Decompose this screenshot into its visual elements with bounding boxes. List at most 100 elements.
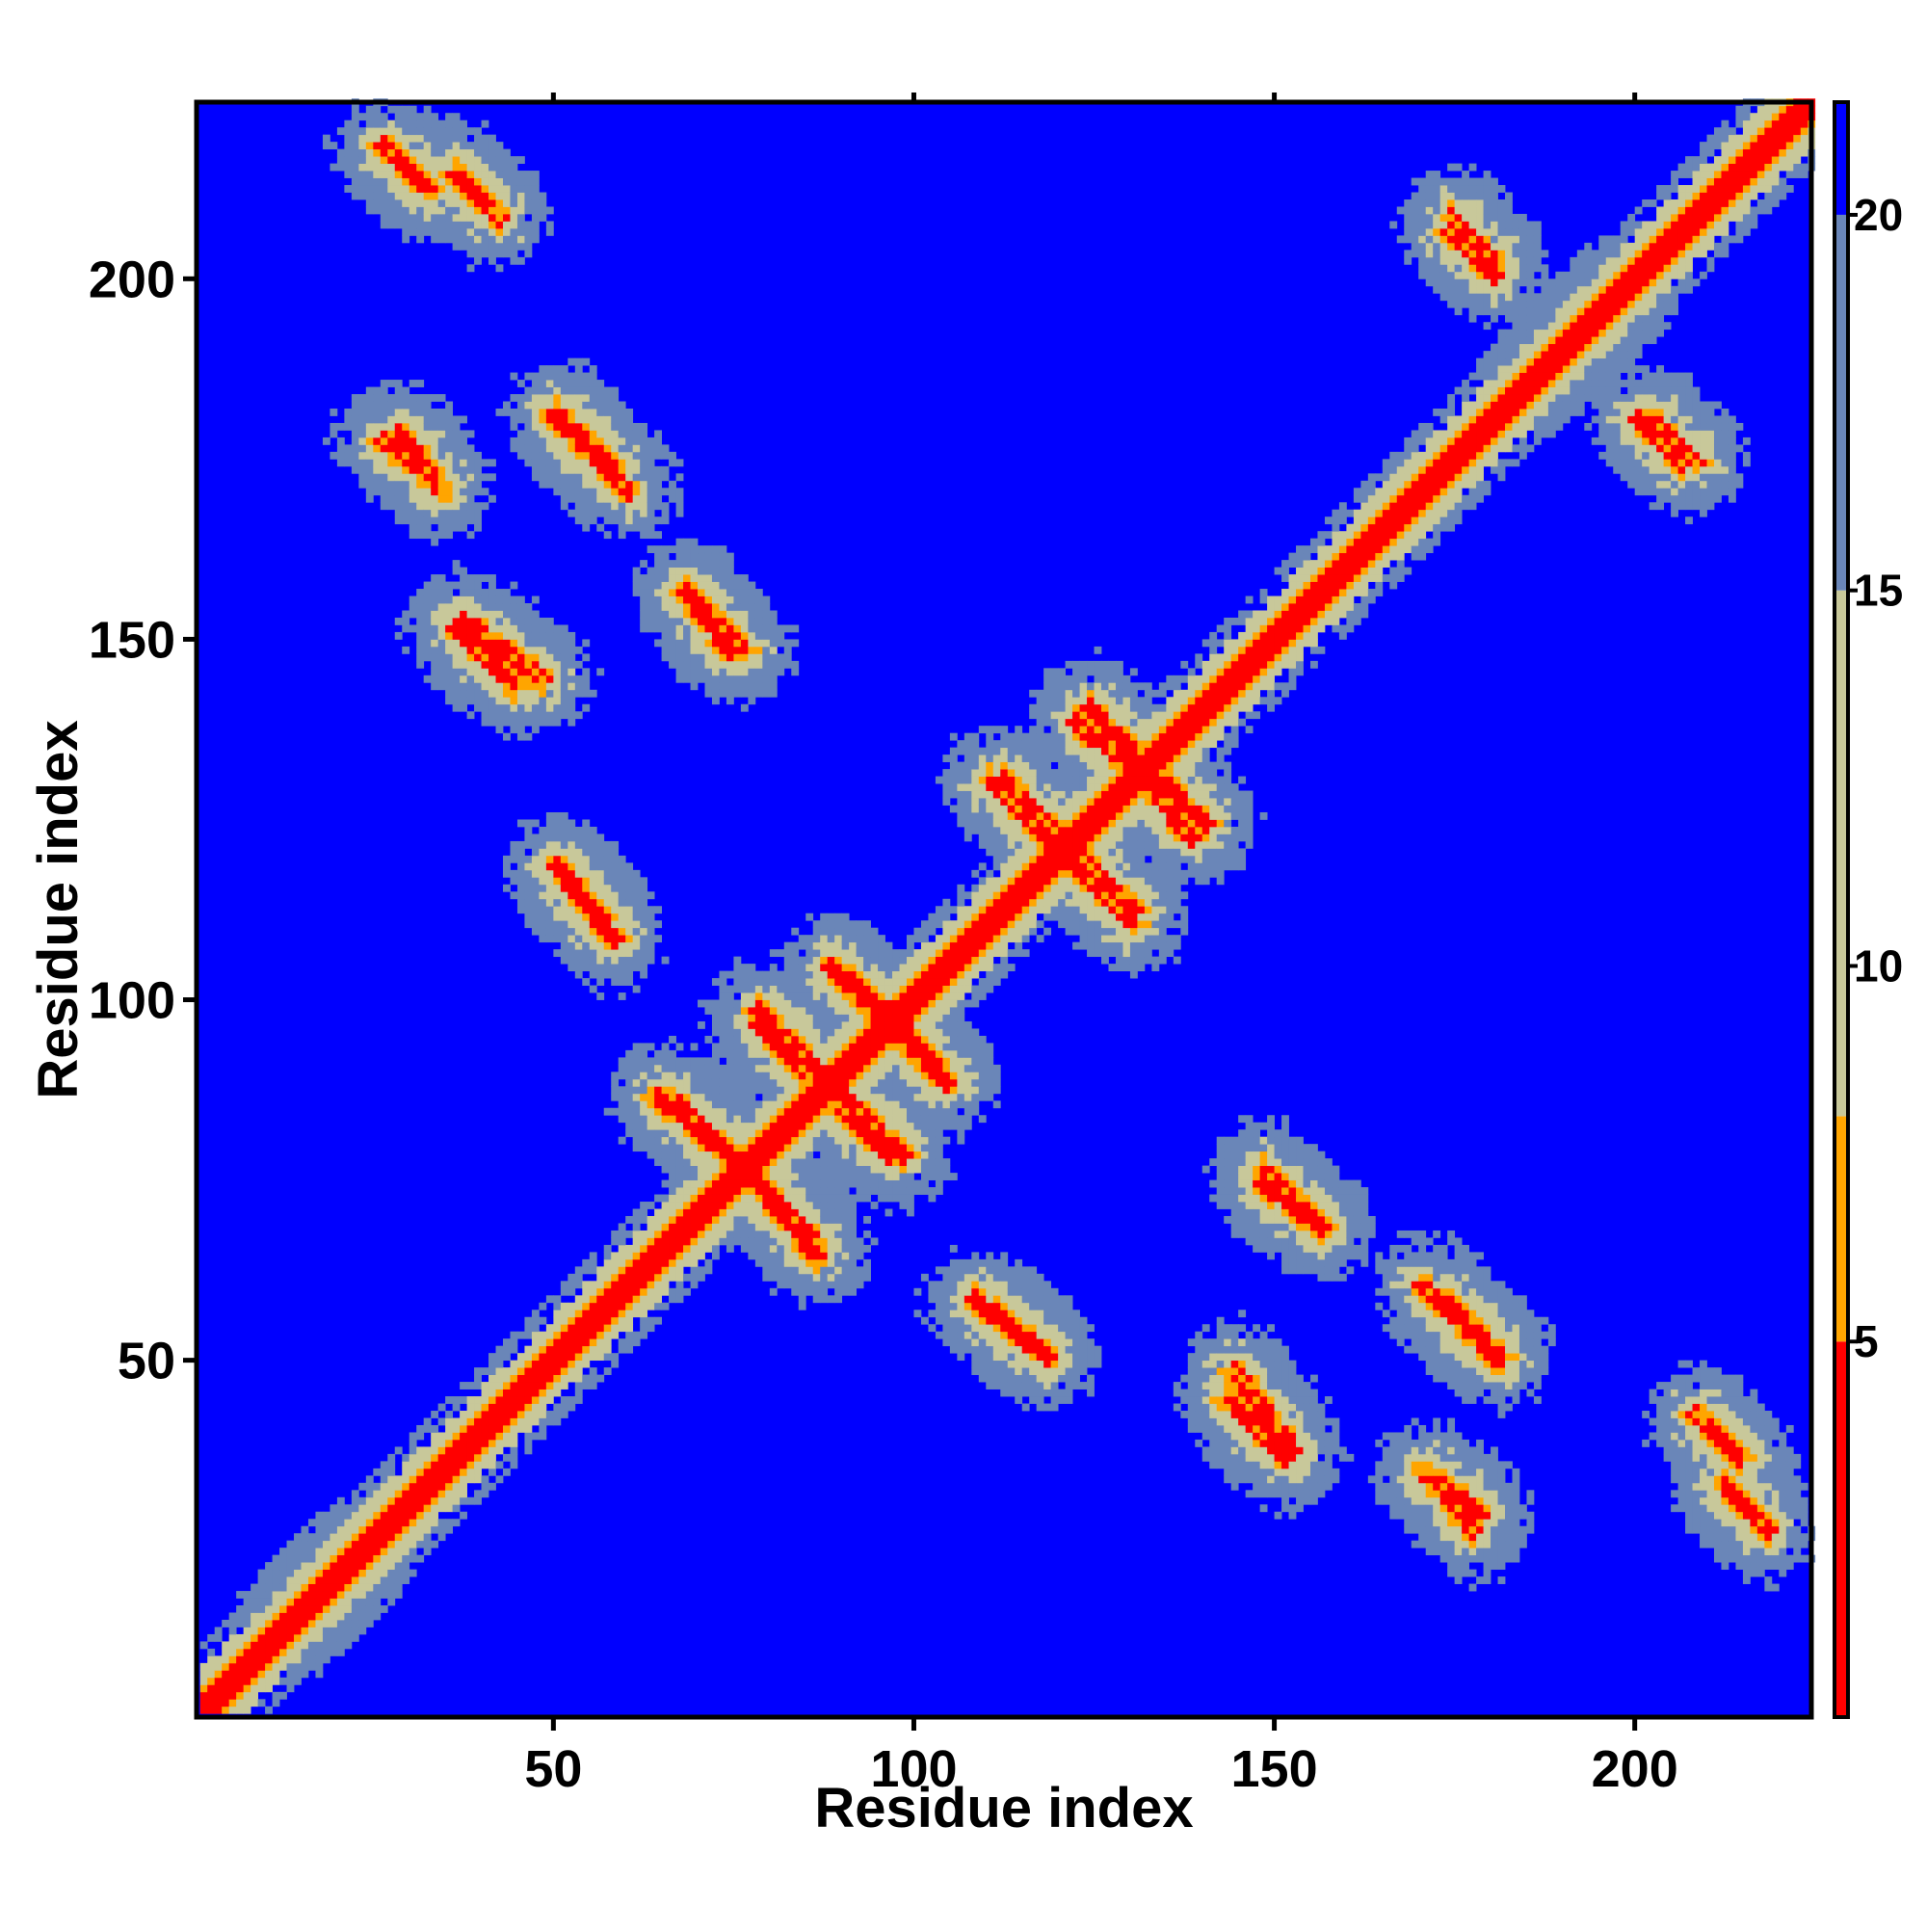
heatmap-cell xyxy=(726,552,734,561)
heatmap-cell xyxy=(748,1215,756,1224)
heatmap-cell xyxy=(762,1115,771,1124)
heatmap-cell xyxy=(358,1605,367,1613)
heatmap-cell xyxy=(906,1086,914,1095)
heatmap-cell xyxy=(531,465,540,474)
heatmap-cell xyxy=(726,610,734,619)
heatmap-cell xyxy=(539,1411,547,1418)
heatmap-cell xyxy=(365,1612,374,1621)
heatmap-cell xyxy=(849,1093,858,1101)
heatmap-cell xyxy=(243,1670,251,1679)
heatmap-cell xyxy=(690,603,699,611)
heatmap-cell xyxy=(409,473,417,482)
heatmap-cell xyxy=(582,430,591,438)
heatmap-cell xyxy=(827,1129,835,1138)
heatmap-cell xyxy=(820,1014,829,1022)
heatmap-cell xyxy=(488,1468,496,1476)
heatmap-cell xyxy=(589,848,597,857)
heatmap-cell xyxy=(603,1345,612,1354)
heatmap-cell xyxy=(675,595,684,604)
heatmap-cell xyxy=(301,1540,309,1548)
heatmap-cell xyxy=(330,408,338,416)
heatmap-cell xyxy=(423,502,432,511)
heatmap-cell xyxy=(460,610,467,619)
heatmap-cell xyxy=(777,1144,785,1152)
heatmap-cell xyxy=(892,1122,900,1130)
heatmap-cell xyxy=(783,1007,792,1015)
heatmap-cell xyxy=(812,1122,821,1130)
heatmap-cell xyxy=(675,538,684,546)
heatmap-cell xyxy=(437,1475,446,1484)
heatmap-cell xyxy=(805,1129,814,1138)
heatmap-cell xyxy=(589,913,597,921)
heatmap-cell xyxy=(539,891,547,900)
heatmap-cell xyxy=(920,1158,929,1167)
heatmap-cell xyxy=(358,1504,367,1513)
heatmap-cell xyxy=(460,465,467,474)
heatmap-cell xyxy=(373,105,382,114)
heatmap-cell xyxy=(719,1173,727,1180)
heatmap-cell xyxy=(878,1078,885,1087)
heatmap-cell xyxy=(740,1215,749,1224)
heatmap-cell xyxy=(683,1107,691,1116)
heatmap-cell xyxy=(560,703,568,712)
heatmap-cell xyxy=(387,444,396,453)
heatmap-cell xyxy=(452,192,461,200)
heatmap-cell xyxy=(647,1100,655,1109)
heatmap-cell xyxy=(574,365,583,373)
heatmap-cell xyxy=(560,451,568,460)
heatmap-cell xyxy=(675,1072,684,1080)
heatmap-cell xyxy=(798,1179,806,1188)
heatmap-cell xyxy=(618,891,626,900)
heatmap-cell xyxy=(560,1360,568,1368)
heatmap-cell xyxy=(545,617,554,625)
heatmap-cell xyxy=(539,660,547,669)
heatmap-cell xyxy=(640,523,648,532)
heatmap-cell xyxy=(207,1670,216,1679)
heatmap-cell xyxy=(466,213,475,222)
heatmap-cell xyxy=(214,1699,223,1707)
heatmap-cell xyxy=(373,199,382,207)
heatmap-cell xyxy=(791,639,800,648)
heatmap-cell xyxy=(878,935,885,943)
heatmap-cell xyxy=(791,1020,800,1029)
heatmap-cell xyxy=(394,1583,403,1592)
heatmap-cell xyxy=(380,459,388,467)
heatmap-cell xyxy=(416,156,425,164)
heatmap-cell xyxy=(344,1554,353,1563)
heatmap-cell xyxy=(783,1230,792,1238)
heatmap-cell xyxy=(272,1591,280,1599)
heatmap-cell xyxy=(351,142,359,150)
heatmap-cell xyxy=(423,1525,432,1534)
heatmap-cell xyxy=(748,1064,756,1072)
heatmap-cell xyxy=(777,624,785,633)
heatmap-cell xyxy=(654,603,662,611)
heatmap-cell xyxy=(791,1043,800,1051)
heatmap-cell xyxy=(690,1230,699,1238)
heatmap-cell xyxy=(373,1525,382,1534)
heatmap-cell xyxy=(906,978,914,986)
heatmap-cell xyxy=(762,992,771,1000)
heatmap-cell xyxy=(481,459,489,467)
heatmap-cell xyxy=(423,653,432,662)
heatmap-cell xyxy=(632,1338,641,1347)
heatmap-cell xyxy=(409,1504,417,1513)
heatmap-cell xyxy=(654,437,662,445)
heatmap-cell xyxy=(618,1086,626,1095)
heatmap-cell xyxy=(690,646,699,654)
heatmap-cell xyxy=(380,113,388,121)
heatmap-cell xyxy=(611,1302,620,1310)
heatmap-cell xyxy=(560,430,568,438)
heatmap-cell xyxy=(611,906,620,914)
heatmap-cell xyxy=(387,437,396,445)
heatmap-cell xyxy=(899,1122,908,1130)
heatmap-cell xyxy=(387,422,396,431)
heatmap-cell xyxy=(834,978,843,986)
heatmap-cell xyxy=(834,1187,843,1195)
heatmap-cell xyxy=(611,1331,620,1339)
heatmap-cell xyxy=(452,660,461,669)
heatmap-cell xyxy=(719,668,727,676)
heatmap-cell xyxy=(460,459,467,467)
heatmap-cell xyxy=(510,1417,518,1426)
heatmap-cell xyxy=(669,1273,676,1282)
heatmap-cell xyxy=(409,119,417,128)
